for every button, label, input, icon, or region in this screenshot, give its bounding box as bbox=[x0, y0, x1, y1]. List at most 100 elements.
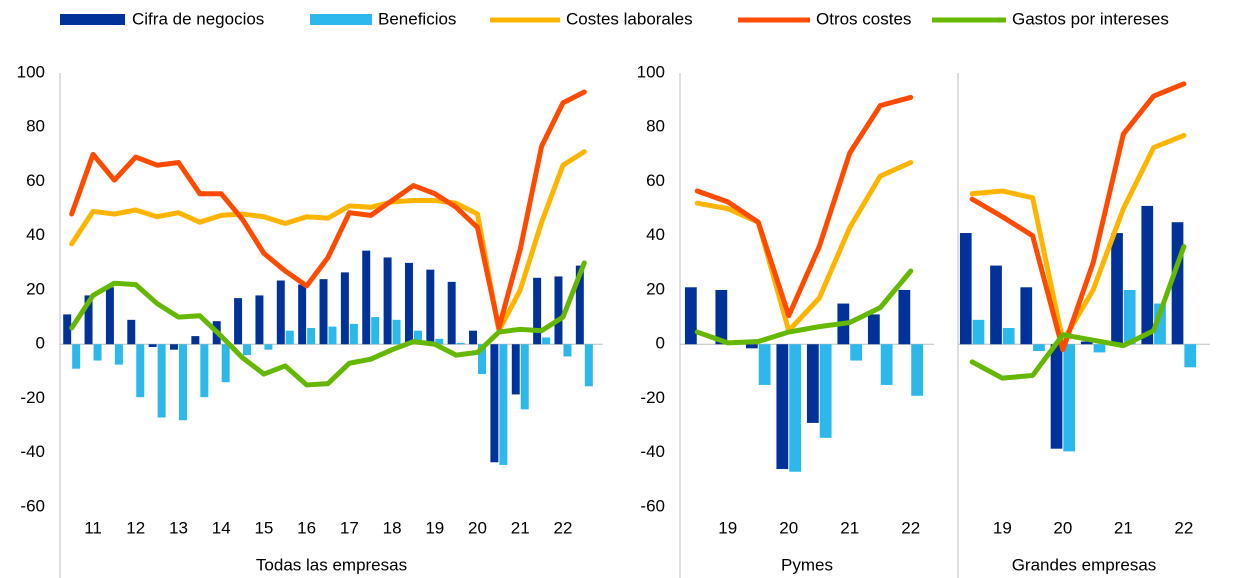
bar bbox=[898, 290, 911, 345]
x-tick-label: 20 bbox=[468, 518, 487, 537]
x-tick-label: 12 bbox=[126, 518, 145, 537]
line-series bbox=[694, 160, 914, 334]
y-tick-label: -20 bbox=[640, 388, 665, 407]
bar bbox=[684, 287, 697, 345]
bar bbox=[435, 338, 444, 345]
bar bbox=[276, 280, 285, 345]
bar bbox=[362, 250, 371, 345]
bar bbox=[575, 265, 584, 345]
bar bbox=[478, 344, 486, 375]
legend-label: Beneficios bbox=[378, 9, 456, 28]
line-series bbox=[969, 244, 1187, 381]
legend-swatch bbox=[60, 14, 125, 25]
bar bbox=[1050, 344, 1063, 449]
bar bbox=[178, 344, 187, 421]
bar bbox=[93, 344, 102, 361]
bar bbox=[542, 337, 551, 345]
y-tick-label: 40 bbox=[26, 225, 45, 244]
y-tick-label: 20 bbox=[646, 279, 665, 298]
bar bbox=[850, 344, 863, 361]
x-axis-label: Todas las empresas bbox=[256, 555, 407, 574]
bar bbox=[1033, 344, 1045, 352]
bar bbox=[806, 344, 819, 423]
y-tick-label: 20 bbox=[26, 279, 45, 298]
x-tick-label: 19 bbox=[718, 518, 737, 537]
bar bbox=[191, 336, 200, 345]
bar bbox=[243, 344, 252, 356]
bar bbox=[285, 330, 294, 345]
bar bbox=[255, 295, 264, 345]
bar bbox=[1080, 341, 1093, 345]
bar bbox=[745, 344, 758, 349]
y-tick-label: 0 bbox=[656, 334, 665, 353]
y-tick-label: -40 bbox=[20, 442, 45, 461]
x-tick-label: 21 bbox=[840, 518, 859, 537]
bar bbox=[1171, 222, 1184, 345]
bar bbox=[1154, 303, 1166, 345]
bar bbox=[392, 319, 401, 345]
bar bbox=[499, 344, 508, 465]
bar bbox=[349, 323, 358, 345]
bar bbox=[490, 344, 499, 463]
line-series bbox=[969, 132, 1187, 345]
bar bbox=[170, 344, 178, 350]
x-tick-label: 19 bbox=[425, 518, 444, 537]
bar bbox=[328, 326, 337, 345]
bar bbox=[1111, 233, 1123, 345]
bar bbox=[114, 344, 123, 365]
bar bbox=[959, 233, 972, 345]
bar bbox=[426, 269, 435, 345]
bar bbox=[340, 272, 349, 345]
bar bbox=[1002, 327, 1015, 345]
y-tick-label: -40 bbox=[640, 442, 665, 461]
legend-label: Cifra de negocios bbox=[132, 9, 264, 28]
bar bbox=[758, 344, 771, 385]
bar bbox=[819, 344, 832, 438]
bar bbox=[456, 342, 465, 345]
bar bbox=[867, 314, 880, 345]
line-series bbox=[694, 268, 914, 346]
x-axis-label: Grandes empresas bbox=[1012, 555, 1157, 574]
bar bbox=[520, 344, 529, 410]
bar bbox=[1184, 344, 1197, 368]
y-tick-label: 40 bbox=[646, 225, 665, 244]
bar bbox=[880, 344, 893, 385]
y-tick-label: 80 bbox=[646, 117, 665, 136]
bar bbox=[469, 330, 478, 345]
line-series bbox=[69, 260, 587, 388]
y-tick-label: 60 bbox=[646, 171, 665, 190]
bar bbox=[63, 314, 72, 345]
y-tick-label: 0 bbox=[36, 334, 45, 353]
x-tick-label: 21 bbox=[511, 518, 530, 537]
x-tick-label: 22 bbox=[1174, 518, 1193, 537]
bar bbox=[136, 344, 145, 398]
bar bbox=[383, 257, 392, 345]
x-tick-label: 18 bbox=[383, 518, 402, 537]
x-tick-label: 22 bbox=[901, 518, 920, 537]
y-tick-label: 60 bbox=[26, 171, 45, 190]
bar bbox=[157, 344, 166, 418]
x-tick-label: 14 bbox=[212, 518, 231, 537]
bar bbox=[990, 265, 1002, 345]
y-tick-label: -20 bbox=[20, 388, 45, 407]
x-tick-label: 22 bbox=[553, 518, 572, 537]
bar bbox=[563, 344, 572, 357]
bar bbox=[298, 284, 307, 345]
bar bbox=[789, 344, 802, 472]
y-tick-label: 100 bbox=[17, 62, 45, 81]
bar bbox=[1123, 290, 1136, 345]
x-tick-label: 20 bbox=[779, 518, 798, 537]
bar bbox=[1020, 287, 1033, 345]
bar bbox=[1141, 205, 1154, 345]
bar bbox=[264, 344, 273, 350]
x-tick-label: 15 bbox=[254, 518, 273, 537]
bar bbox=[911, 344, 924, 396]
bar bbox=[533, 277, 542, 345]
bar bbox=[511, 344, 520, 395]
y-tick-label: -60 bbox=[640, 496, 665, 515]
bar bbox=[1063, 344, 1076, 452]
x-axis-label: Pymes bbox=[781, 555, 833, 574]
x-tick-label: 11 bbox=[84, 518, 102, 537]
line-series bbox=[694, 94, 914, 319]
